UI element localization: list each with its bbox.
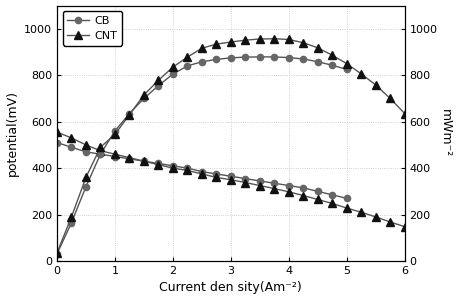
CNT: [257, 184, 263, 187]
CNT: [243, 181, 248, 184]
CNT: [388, 220, 393, 224]
CNT: [271, 187, 277, 190]
CB: [69, 146, 74, 149]
CNT: [127, 156, 132, 160]
CB: [228, 175, 234, 178]
CNT: [315, 198, 320, 201]
CNT: [83, 143, 89, 147]
CB: [271, 182, 277, 185]
Line: CB: CB: [54, 140, 350, 201]
CB: [185, 166, 190, 170]
Y-axis label: mWm⁻²: mWm⁻²: [438, 109, 452, 158]
CNT: [112, 152, 117, 156]
CNT: [213, 176, 219, 179]
CB: [257, 179, 263, 183]
CB: [213, 172, 219, 176]
CNT: [402, 225, 408, 229]
CNT: [373, 215, 378, 219]
CB: [329, 193, 335, 196]
CB: [344, 196, 350, 200]
CB: [112, 155, 117, 158]
Line: CNT: CNT: [53, 128, 409, 231]
CNT: [98, 149, 103, 152]
CB: [141, 159, 147, 163]
CB: [98, 152, 103, 156]
CB: [301, 186, 306, 190]
CB: [199, 170, 205, 173]
CB: [127, 157, 132, 160]
CNT: [358, 211, 364, 214]
X-axis label: Current den sity(Am⁻²): Current den sity(Am⁻²): [159, 281, 302, 294]
CB: [170, 164, 175, 168]
CNT: [170, 166, 175, 170]
CNT: [54, 130, 60, 134]
CNT: [141, 159, 147, 163]
CNT: [228, 178, 234, 181]
CNT: [185, 169, 190, 172]
CB: [156, 162, 161, 165]
CNT: [329, 202, 335, 205]
CB: [286, 184, 292, 187]
CNT: [301, 194, 306, 197]
CNT: [199, 172, 205, 176]
CNT: [156, 163, 161, 166]
Y-axis label: potential(mV): potential(mV): [5, 90, 19, 176]
CB: [315, 190, 320, 193]
CB: [243, 177, 248, 180]
CNT: [69, 136, 74, 140]
CNT: [344, 206, 350, 210]
CNT: [286, 190, 292, 194]
CB: [54, 141, 60, 144]
Legend: CB, CNT: CB, CNT: [63, 11, 122, 46]
CB: [83, 150, 89, 154]
